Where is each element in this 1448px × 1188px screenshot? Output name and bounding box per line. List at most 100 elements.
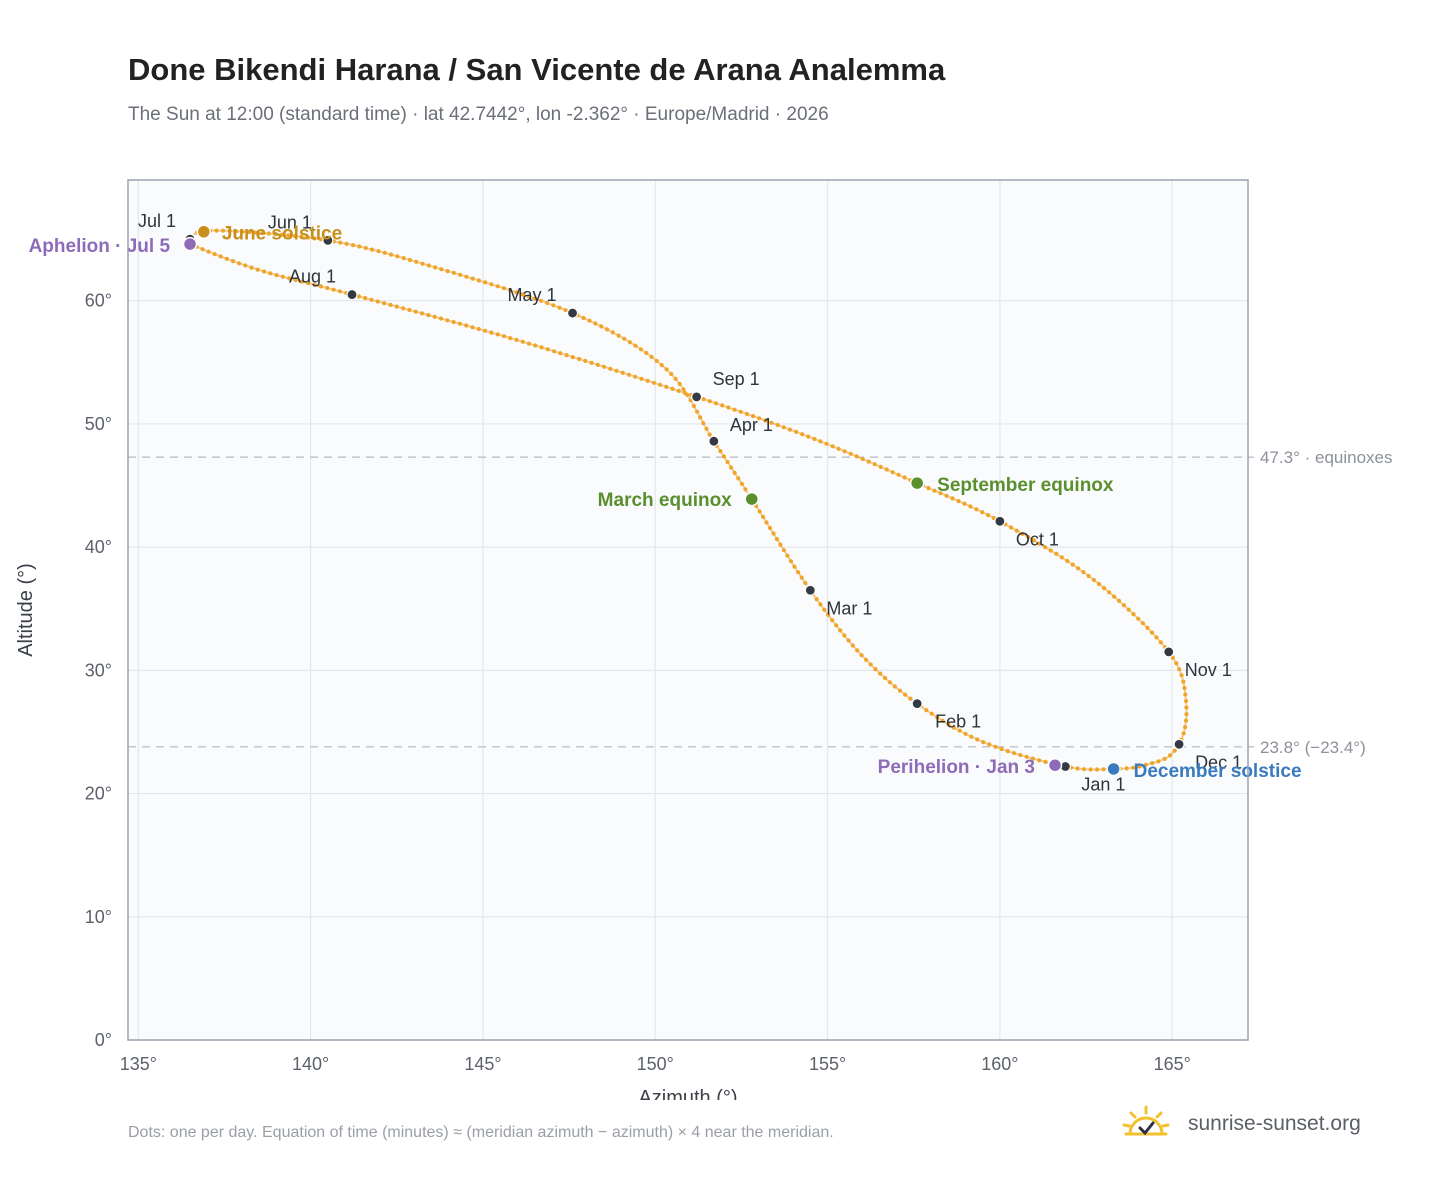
daily-dot <box>458 272 463 277</box>
daily-dot <box>951 725 957 730</box>
daily-dot <box>1088 767 1093 772</box>
daily-dot <box>794 429 799 434</box>
daily-dot <box>438 316 444 321</box>
daily-dot <box>520 339 525 344</box>
daily-dot <box>744 411 750 417</box>
daily-dot <box>803 580 808 586</box>
daily-dot <box>639 376 644 381</box>
daily-dot <box>673 376 678 381</box>
daily-dot <box>589 360 594 365</box>
daily-dot <box>771 531 776 536</box>
daily-dot <box>413 309 418 314</box>
daily-dot <box>1183 692 1188 697</box>
daily-dot <box>732 407 737 412</box>
daily-dot <box>764 520 769 525</box>
daily-dot <box>1150 761 1155 766</box>
daily-dot <box>732 470 737 475</box>
daily-dot <box>664 367 669 372</box>
month-label-jul-1: Jul 1 <box>138 211 176 231</box>
daily-dot <box>426 313 431 318</box>
daily-dot <box>200 247 205 252</box>
daily-dot <box>1065 558 1070 564</box>
daily-dot <box>370 247 375 252</box>
daily-dot <box>318 237 323 242</box>
daily-dot <box>331 287 336 292</box>
daily-dot <box>280 274 285 279</box>
daily-dot <box>273 232 278 237</box>
x-tick-label: 145° <box>464 1054 501 1074</box>
daily-dot <box>1174 661 1179 666</box>
daily-dot <box>495 284 500 289</box>
daily-dot <box>854 454 859 459</box>
daily-dot <box>508 336 513 341</box>
daily-dot <box>426 263 431 268</box>
month-marker-may-1 <box>566 307 579 319</box>
daily-dot <box>778 542 783 547</box>
event-markers: June solstice December solstice March equi… <box>29 224 1302 782</box>
daily-dot <box>1076 566 1081 571</box>
daily-dot <box>691 403 697 409</box>
daily-dot <box>834 623 839 628</box>
daily-dot <box>375 299 380 304</box>
daily-dot <box>1140 621 1145 626</box>
daily-dot <box>818 602 823 607</box>
y-tick-label: 20° <box>85 784 112 804</box>
daily-dot <box>987 742 992 747</box>
daily-dot <box>483 328 488 333</box>
daily-dot <box>240 229 245 234</box>
daily-dot <box>897 688 903 693</box>
month-label-feb-1: Feb 1 <box>935 712 981 732</box>
daily-dot <box>564 353 569 358</box>
daily-dot <box>739 481 745 486</box>
daily-dot <box>581 315 586 321</box>
daily-dot <box>1018 752 1023 758</box>
daily-dot <box>489 330 494 335</box>
daily-dot <box>312 282 317 287</box>
daily-dot <box>533 343 538 348</box>
daily-dot <box>788 559 794 564</box>
daily-dot <box>878 464 883 469</box>
daily-dot <box>824 441 829 446</box>
daily-dot <box>781 548 787 553</box>
daily-dot <box>457 321 462 326</box>
daily-dot <box>707 432 712 437</box>
daily-dot <box>247 230 252 235</box>
daily-dot <box>993 744 998 749</box>
daily-dot <box>557 305 562 310</box>
daily-dot <box>1126 607 1131 612</box>
daily-dot <box>227 228 232 234</box>
daily-dot <box>1116 598 1122 604</box>
daily-dot <box>218 254 223 259</box>
daily-dot <box>407 257 413 263</box>
daily-dot <box>350 243 356 248</box>
daily-dot <box>963 731 968 736</box>
daily-dot <box>670 386 675 391</box>
daily-dot <box>787 427 793 432</box>
daily-dot <box>470 325 475 330</box>
daily-dot <box>439 267 444 272</box>
daily-dot <box>903 692 908 697</box>
daily-dot <box>292 233 297 239</box>
daily-dot <box>974 507 979 512</box>
daily-dot <box>864 657 869 663</box>
daily-dot <box>1162 756 1167 762</box>
daily-dot <box>800 432 805 437</box>
event-label-june-solstice: June solstice <box>222 224 342 245</box>
daily-dot <box>545 347 550 352</box>
daily-dot <box>593 321 598 326</box>
daily-dot <box>726 405 731 410</box>
brand[interactable]: sunrise-sunset.org <box>1120 1104 1361 1144</box>
daily-dot <box>601 364 607 369</box>
daily-dot <box>382 301 387 306</box>
daily-dot <box>1145 625 1150 631</box>
daily-dot <box>445 269 450 274</box>
daily-dot <box>616 333 621 338</box>
daily-dot <box>682 390 688 396</box>
daily-dot <box>720 403 725 408</box>
y-tick-label: 30° <box>85 660 112 680</box>
month-marker-feb-1 <box>911 698 923 710</box>
daily-dot <box>1095 767 1100 772</box>
daily-dot <box>767 525 773 531</box>
footnote: Dots: one per day. Equation of time (min… <box>128 1124 834 1141</box>
daily-dot <box>695 409 700 414</box>
